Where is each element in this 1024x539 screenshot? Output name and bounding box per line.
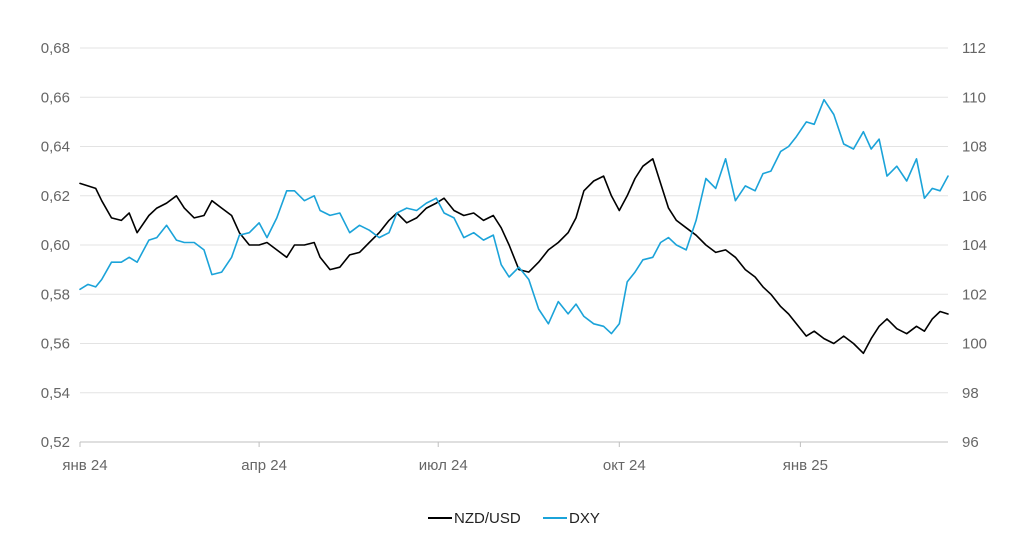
x-tick-label: июл 24: [419, 457, 468, 474]
x-tick-label: янв 24: [62, 457, 107, 474]
right-axis: 96 98 100 102 104 106 108 110 112: [962, 40, 987, 451]
left-tick-label: 0,52: [41, 434, 70, 451]
left-tick-label: 0,56: [41, 336, 70, 353]
series-line-dxy: [79, 98, 949, 335]
left-tick-label: 0,60: [41, 237, 70, 254]
left-tick-label: 0,58: [41, 286, 70, 303]
right-tick-label: 96: [962, 434, 979, 451]
series-line-nzdusd: [79, 158, 949, 355]
left-axis: 0,52 0,54 0,56 0,58 0,60 0,62 0,64 0,66 0,68: [41, 40, 70, 451]
x-tick-label: янв 25: [783, 457, 828, 474]
gridlines: [80, 47, 948, 443]
left-tick-label: 0,68: [41, 40, 70, 57]
x-tick-label: окт 24: [603, 457, 646, 474]
legend: NZD/USD DXY: [428, 510, 600, 527]
right-tick-label: 106: [962, 188, 987, 205]
legend-label-dxy: DXY: [569, 510, 600, 527]
x-axis: янв 24 апр 24 июл 24 окт 24 янв 25: [62, 442, 828, 474]
right-tick-label: 110: [962, 89, 986, 106]
left-tick-label: 0,64: [41, 139, 70, 156]
left-tick-label: 0,54: [41, 385, 70, 402]
right-tick-label: 102: [962, 286, 987, 303]
right-tick-label: 112: [962, 40, 986, 57]
x-tick-label: апр 24: [241, 457, 287, 474]
left-tick-label: 0,66: [41, 89, 70, 106]
legend-label-nzdusd: NZD/USD: [454, 510, 521, 527]
series-lines: [79, 98, 949, 355]
right-tick-label: 98: [962, 385, 979, 402]
right-tick-label: 100: [962, 336, 987, 353]
right-tick-label: 104: [962, 237, 987, 254]
right-tick-label: 108: [962, 139, 987, 156]
left-tick-label: 0,62: [41, 188, 70, 205]
